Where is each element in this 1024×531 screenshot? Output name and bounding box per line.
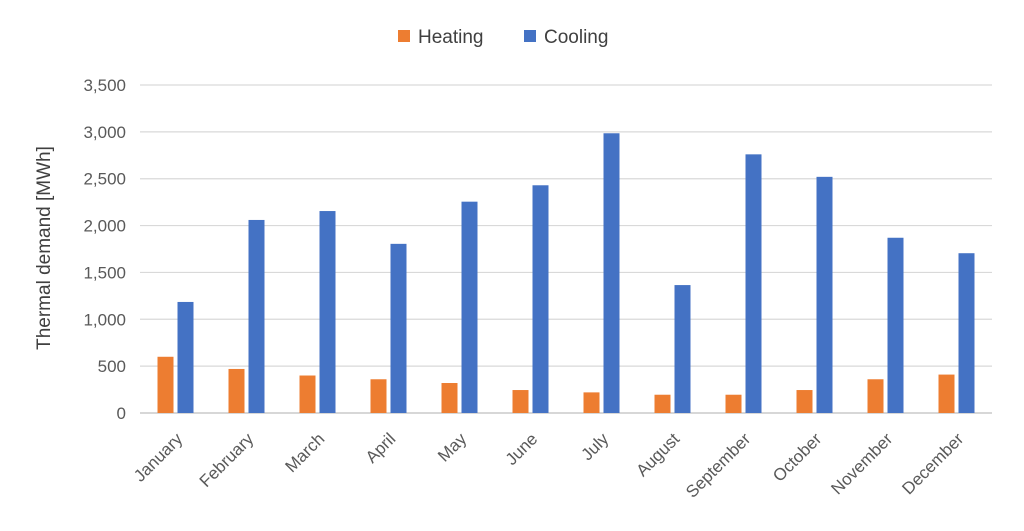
legend-swatch-cooling [524, 30, 536, 42]
bar-heating-july [583, 392, 600, 413]
bar-cooling-march [319, 211, 336, 413]
x-tick-label: September [682, 429, 754, 501]
x-tick-label: April [362, 429, 399, 466]
legend-swatch-heating [398, 30, 410, 42]
y-tick-label: 3,500 [83, 76, 126, 95]
bar-heating-october [796, 390, 813, 413]
bars [157, 133, 975, 413]
bar-heating-january [157, 356, 174, 413]
x-tick-label: August [632, 429, 683, 480]
x-tick-label: May [434, 429, 470, 465]
x-tick-label: July [578, 429, 613, 464]
legend-label-cooling: Cooling [544, 27, 608, 48]
y-tick-label: 3,000 [83, 123, 126, 142]
y-tick-label: 2,500 [83, 170, 126, 189]
x-axis-ticks: January February March April May June July Augu… [130, 429, 967, 502]
x-tick-label: October [769, 429, 825, 485]
gridlines [140, 84, 992, 414]
y-axis-title: Thermal demand [MWh] [34, 146, 55, 350]
x-tick-label: March [281, 429, 328, 476]
bar-cooling-november [887, 237, 904, 413]
bar-heating-november [867, 379, 884, 413]
bar-heating-december [938, 374, 955, 413]
bar-heating-june [512, 390, 529, 413]
y-tick-label: 2,000 [83, 217, 126, 236]
bar-cooling-august [674, 285, 691, 413]
bar-cooling-september [745, 154, 762, 413]
bar-cooling-october [816, 176, 833, 413]
bar-heating-august [654, 394, 671, 413]
y-tick-label: 1,500 [83, 263, 126, 282]
x-tick-label: February [196, 429, 258, 491]
bar-cooling-december [958, 253, 975, 413]
legend: Heating Cooling [398, 27, 608, 48]
bar-heating-may [441, 383, 458, 413]
x-tick-label: June [502, 429, 542, 469]
bar-cooling-july [603, 133, 620, 413]
y-tick-label: 500 [98, 357, 126, 376]
x-tick-label: January [130, 429, 187, 486]
bar-heating-april [370, 379, 387, 413]
y-tick-label: 1,000 [83, 310, 126, 329]
bar-cooling-january [177, 301, 194, 413]
x-tick-label: December [898, 429, 967, 498]
bar-heating-march [299, 375, 316, 413]
bar-heating-september [725, 394, 742, 413]
bar-cooling-may [461, 201, 478, 413]
bar-heating-february [228, 368, 245, 413]
y-axis-ticks: 0 500 1,000 1,500 2,000 2,500 3,000 3,500 [83, 76, 126, 423]
x-tick-label: November [827, 429, 896, 498]
bar-cooling-february [248, 219, 265, 413]
y-tick-label: 0 [117, 404, 126, 423]
bar-cooling-june [532, 185, 549, 413]
bar-cooling-april [390, 243, 407, 413]
legend-label-heating: Heating [418, 27, 484, 48]
